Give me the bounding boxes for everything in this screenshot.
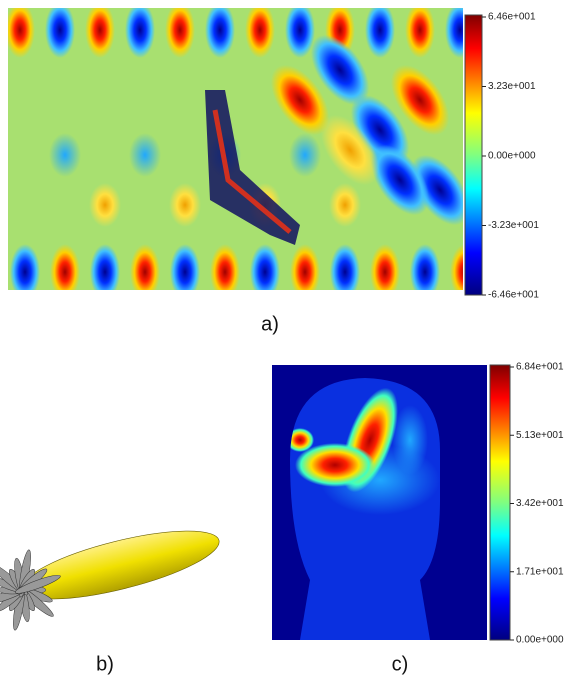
lobe <box>90 244 120 300</box>
colorbar-label: 3.42e+001 <box>516 498 564 509</box>
colorbar-label: 0.00e+000 <box>516 635 564 646</box>
lobe <box>250 244 280 300</box>
hotspot <box>392 405 428 475</box>
panel-label: c) <box>392 653 409 675</box>
figure: 6.46e+001 3.23e+001 0.00e+000 -3.23e+001 -6.… <box>0 0 570 680</box>
lobe <box>370 244 400 300</box>
cell <box>169 183 201 227</box>
cell <box>329 183 361 227</box>
colorbar-label: 0.00e+000 <box>488 151 536 162</box>
colorbar-label: 6.84e+001 <box>516 362 564 373</box>
colorbar-label: 1.71e+001 <box>516 566 564 577</box>
colorbar-label: -3.23e+001 <box>488 220 539 231</box>
panel-label: a) <box>261 313 279 335</box>
colorbar <box>490 365 510 640</box>
cell <box>289 133 321 177</box>
colorbar-label: -6.46e+001 <box>488 290 539 301</box>
colorbar-label: 6.46e+001 <box>488 12 536 23</box>
lobe <box>45 2 75 58</box>
lobe <box>50 244 80 300</box>
lobe <box>210 244 240 300</box>
lobe <box>5 2 35 58</box>
radiation-pattern <box>0 517 225 631</box>
lobe <box>125 2 155 58</box>
lobe <box>10 244 40 300</box>
lobe <box>170 244 200 300</box>
cell <box>89 183 121 227</box>
lobe <box>290 244 320 300</box>
lobe <box>330 244 360 300</box>
lobe <box>245 2 275 58</box>
lobe <box>410 244 440 300</box>
lobe <box>285 2 315 58</box>
colorbar-label: 3.23e+001 <box>488 81 536 92</box>
lobe <box>165 2 195 58</box>
lobe <box>85 2 115 58</box>
panel-label: b) <box>96 653 114 675</box>
colorbar-label: 5.13e+001 <box>516 430 564 441</box>
cell <box>49 133 81 177</box>
field-map <box>5 2 481 300</box>
lobe <box>365 2 395 58</box>
lobe <box>405 2 435 58</box>
lobe <box>205 2 235 58</box>
lobe <box>130 244 160 300</box>
sar-map <box>272 365 487 640</box>
cell <box>129 133 161 177</box>
colorbar <box>465 15 482 295</box>
